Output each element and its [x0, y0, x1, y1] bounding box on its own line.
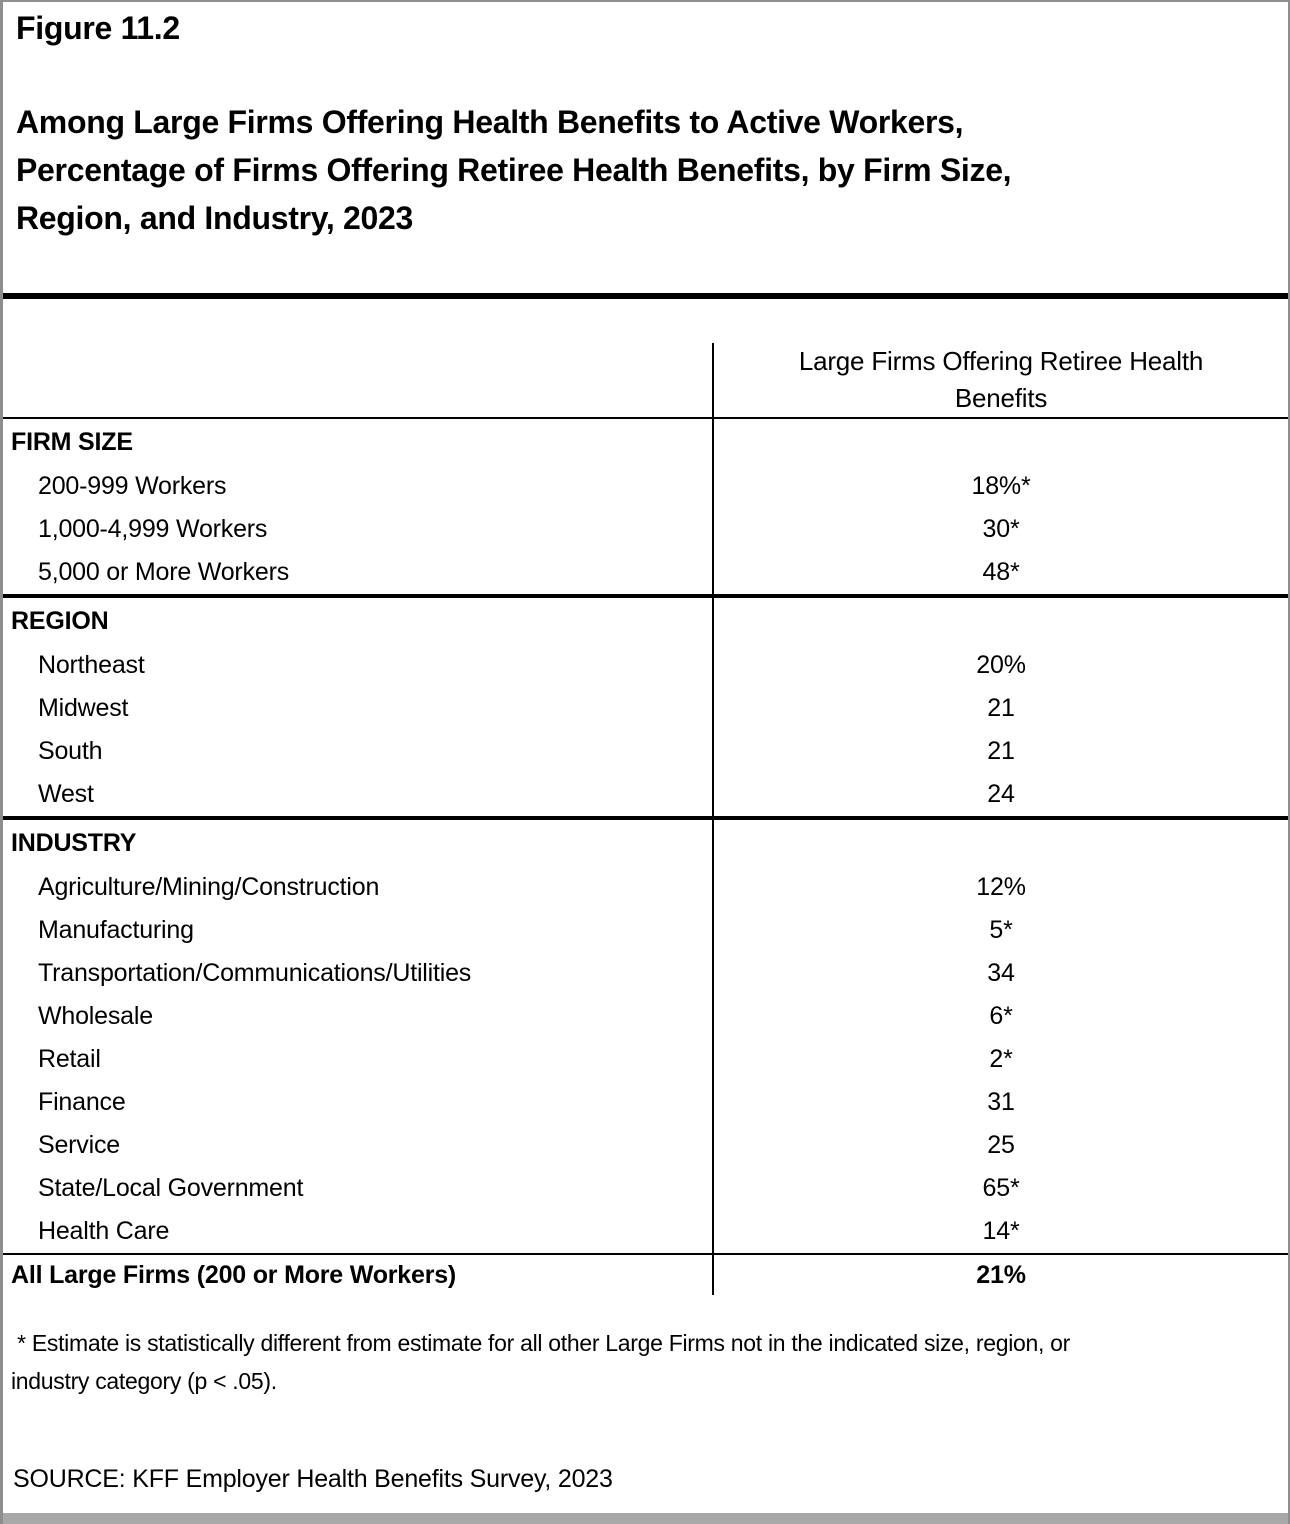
row-value: 34 [712, 952, 1288, 995]
section-header-row-firm-size: FIRM SIZE [3, 419, 1288, 465]
source-line: SOURCE: KFF Employer Health Benefits Sur… [13, 1465, 613, 1493]
row-value: 31 [712, 1081, 1288, 1124]
row-label: State/Local Government [38, 1174, 304, 1202]
section-divider [3, 816, 1288, 820]
row-value: 6* [712, 995, 1288, 1038]
document-title: Among Large Firms Offering Health Benefi… [16, 104, 1012, 236]
total-row-value: 21% [712, 1255, 1288, 1295]
row-value: 20% [712, 644, 1288, 687]
row-label-header-cell [3, 343, 712, 417]
figure-number-label: Figure 11.2 [16, 10, 180, 46]
row-value: 24 [712, 773, 1288, 816]
title-divider-rule [3, 293, 1288, 299]
table-row: Service 25 [3, 1124, 1288, 1167]
row-label: 5,000 or More Workers [38, 558, 289, 586]
section-header-row-industry: INDUSTRY [3, 820, 1288, 866]
row-value: 14* [712, 1210, 1288, 1253]
table-row: Manufacturing 5* [3, 909, 1288, 952]
row-label: Agriculture/Mining/Construction [38, 873, 380, 901]
section-divider [3, 594, 1288, 598]
table-row: State/Local Government 65* [3, 1167, 1288, 1210]
row-label: West [38, 780, 94, 808]
row-value: 2* [712, 1038, 1288, 1081]
table-row: Northeast 20% [3, 644, 1288, 687]
total-row-label: All Large Firms (200 or More Workers) [11, 1260, 457, 1289]
row-label: Wholesale [38, 1002, 153, 1030]
table-row: 5,000 or More Workers 48* [3, 551, 1288, 594]
table-row: Retail 2* [3, 1038, 1288, 1081]
row-label: Midwest [38, 694, 129, 722]
table-row: Finance 31 [3, 1081, 1288, 1124]
empty-value-cell [712, 820, 1288, 866]
row-value: 30* [712, 508, 1288, 551]
section-header-label: INDUSTRY [11, 828, 137, 857]
empty-value-cell [712, 598, 1288, 644]
row-label: Health Care [38, 1217, 170, 1245]
table-row: 1,000-4,999 Workers 30* [3, 508, 1288, 551]
total-row-divider [3, 1253, 1288, 1255]
total-row: All Large Firms (200 or More Workers) 21… [3, 1255, 1288, 1295]
footnote: * Estimate is statistically different fr… [11, 1330, 1071, 1394]
table-row: Midwest 21 [3, 687, 1288, 730]
table-row: West 24 [3, 773, 1288, 816]
section-header-label: REGION [11, 606, 109, 635]
table-row: Health Care 14* [3, 1210, 1288, 1253]
bottom-gray-bar [3, 1513, 1288, 1524]
section-header-label: FIRM SIZE [11, 427, 133, 456]
table-row: 200-999 Workers 18%* [3, 465, 1288, 508]
empty-value-cell [712, 419, 1288, 465]
row-label: Northeast [38, 651, 145, 679]
row-value: 21 [712, 687, 1288, 730]
row-label: Manufacturing [38, 916, 194, 944]
table-header-row: Large Firms Offering Retiree Health Bene… [3, 343, 1288, 419]
row-label: Retail [38, 1045, 101, 1073]
section-header-row-region: REGION [3, 598, 1288, 644]
row-value: 25 [712, 1124, 1288, 1167]
retiree-benefits-table: Large Firms Offering Retiree Health Bene… [3, 343, 1288, 1295]
row-value: 21 [712, 730, 1288, 773]
row-value: 18%* [712, 465, 1288, 508]
table-row: South 21 [3, 730, 1288, 773]
table-row: Agriculture/Mining/Construction 12% [3, 866, 1288, 909]
row-label: Service [38, 1131, 120, 1159]
table-row: Transportation/Communications/Utilities … [3, 952, 1288, 995]
row-value: 12% [712, 866, 1288, 909]
row-value: 65* [712, 1167, 1288, 1210]
row-label: Transportation/Communications/Utilities [38, 959, 472, 987]
row-label: South [38, 737, 103, 765]
table-row: Wholesale 6* [3, 995, 1288, 1038]
row-value: 48* [712, 551, 1288, 594]
row-label: 200-999 Workers [38, 472, 227, 500]
value-column-header: Large Firms Offering Retiree Health Bene… [712, 343, 1288, 417]
row-label: 1,000-4,999 Workers [38, 515, 268, 543]
row-value: 5* [712, 909, 1288, 952]
row-label: Finance [38, 1088, 126, 1116]
